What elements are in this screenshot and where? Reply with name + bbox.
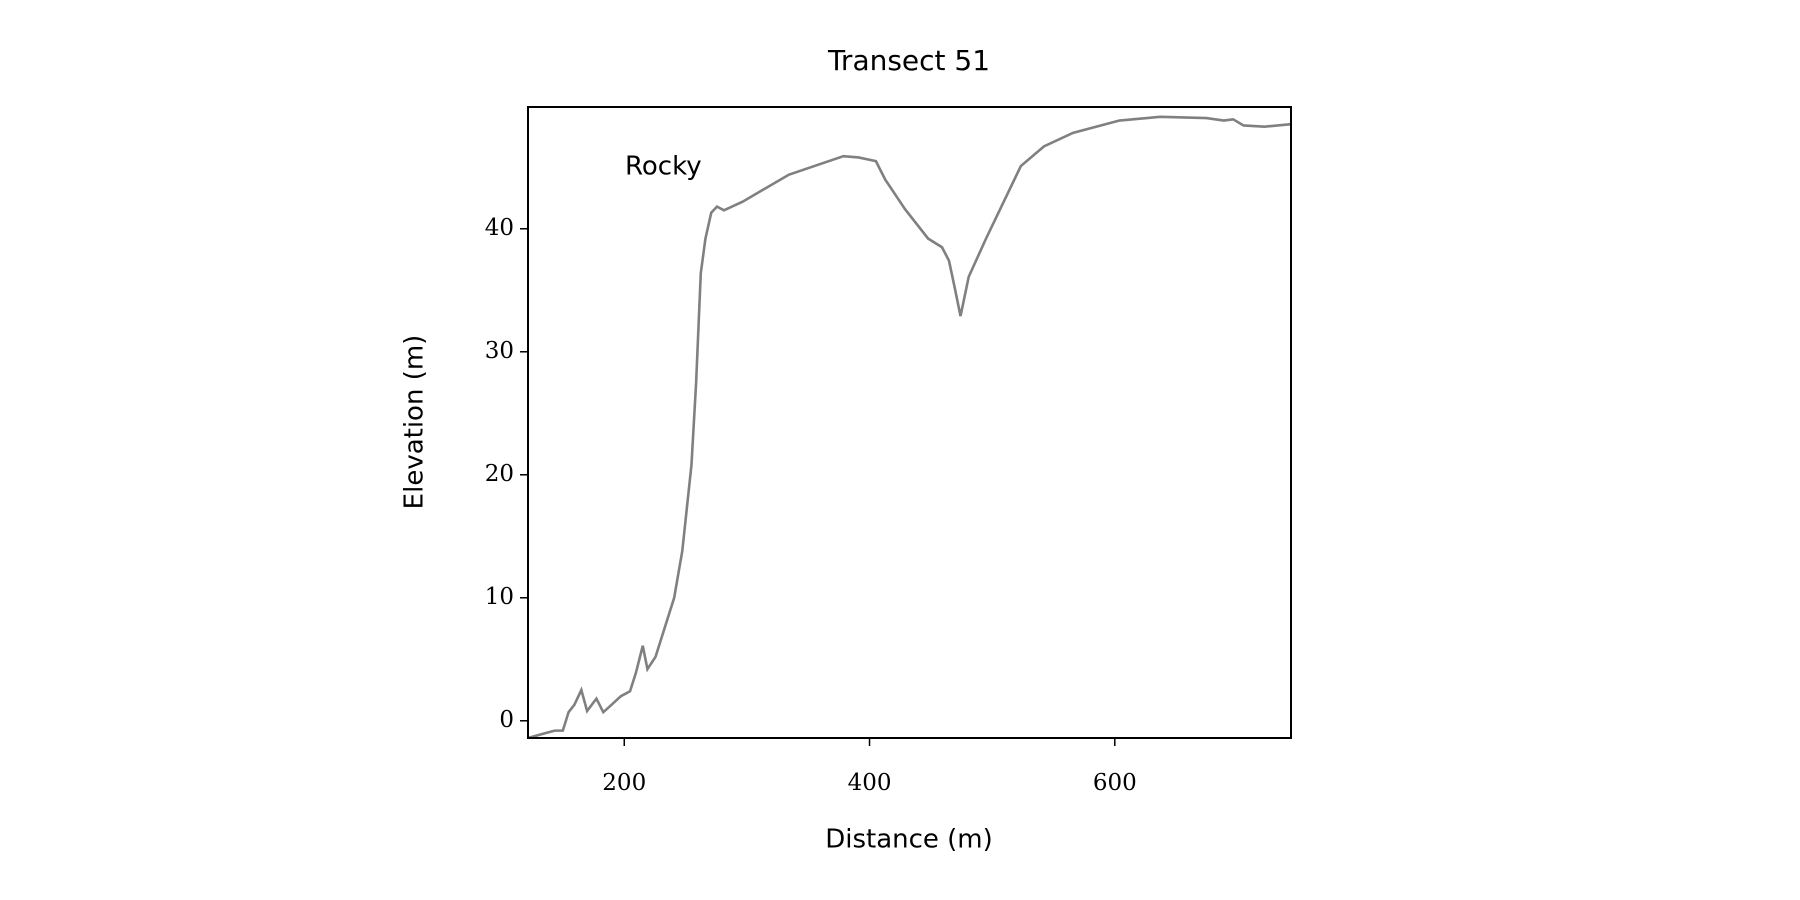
- chart-title: Transect 51: [827, 44, 990, 77]
- annotation: Rocky: [625, 152, 702, 182]
- plot-frame: [527, 106, 1292, 739]
- x-axis-label: Distance (m): [825, 825, 993, 855]
- y-axis-label: Elevation (m): [400, 335, 430, 510]
- y-tick-label: 40: [485, 215, 514, 241]
- x-tick-label: 400: [848, 770, 892, 796]
- y-tick-label: 10: [485, 584, 514, 610]
- x-tick-label: 600: [1093, 770, 1137, 796]
- line: [528, 115, 1291, 738]
- y-tick-label: 30: [485, 338, 514, 364]
- y-tick-label: 20: [485, 461, 514, 487]
- x-tick-label: 200: [602, 770, 646, 796]
- y-tick-label: 0: [499, 707, 514, 733]
